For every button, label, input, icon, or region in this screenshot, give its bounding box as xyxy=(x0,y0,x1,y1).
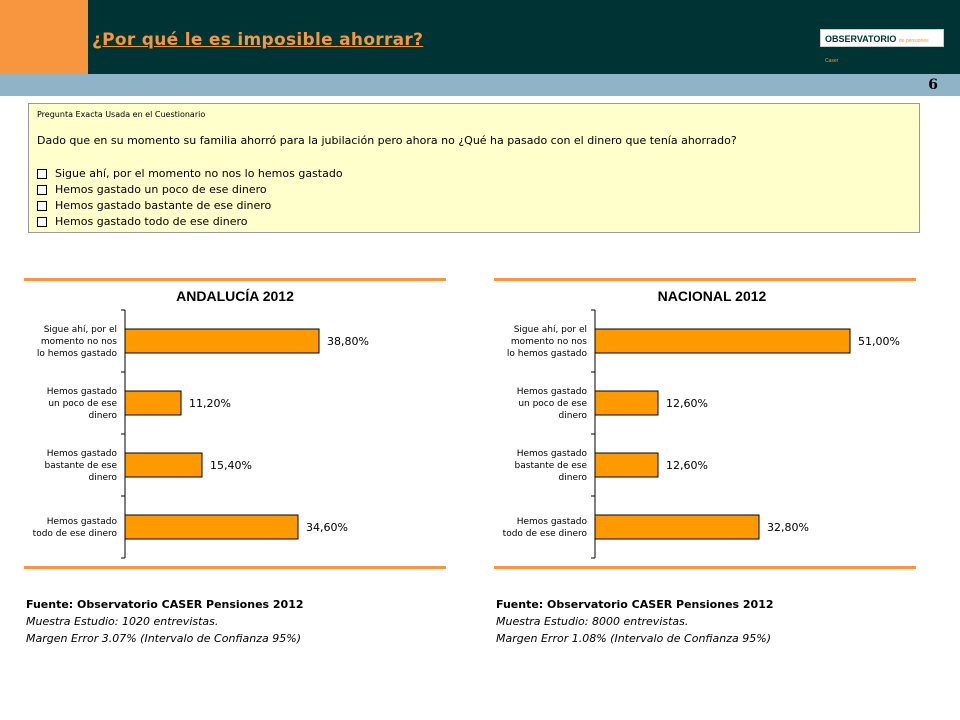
category-label: Hemos gastado xyxy=(47,449,118,459)
logo-subtext: de pensiones Caser xyxy=(825,38,929,64)
bar xyxy=(594,390,659,416)
bar xyxy=(594,328,851,354)
category-label: Hemos gastado xyxy=(47,517,118,527)
source-sample: Muestra Estudio: 1020 entrevistas. xyxy=(26,615,219,628)
caser-logo: OBSERVATORIO de pensiones Caser xyxy=(820,29,944,64)
source-title: Fuente: Observatorio CASER Pensiones 201… xyxy=(496,598,774,611)
bar xyxy=(124,452,203,478)
bar xyxy=(594,514,760,540)
checkbox-icon xyxy=(37,201,47,211)
source-margin: Margen Error 1.08% (Intervalo de Confian… xyxy=(496,632,771,645)
question-options: Sigue ahí, por el momento no nos lo hemo… xyxy=(37,166,343,230)
checkbox-icon xyxy=(37,217,47,227)
category-label: momento no nos xyxy=(511,337,587,347)
category-label: un poco de ese xyxy=(518,399,587,409)
chart-bottom-rule-left xyxy=(24,566,446,569)
bar xyxy=(124,390,182,416)
category-label: bastante de ese xyxy=(515,461,588,471)
page-number: 6 xyxy=(928,77,938,93)
chart-title-andalucia: ANDALUCÍA 2012 xyxy=(176,288,294,304)
checkbox-icon xyxy=(37,185,47,195)
header-band xyxy=(0,74,960,96)
category-label: bastante de ese xyxy=(45,461,118,471)
data-label: 34,60% xyxy=(306,521,348,534)
category-label: dinero xyxy=(559,473,588,483)
source-note-left: Fuente: Observatorio CASER Pensiones 201… xyxy=(26,596,304,647)
chart-andalucia: 38,80% Sigue ahí, por el momento no nos lo … xyxy=(33,309,369,559)
category-label: todo de ese dinero xyxy=(33,529,118,539)
chart-top-rule-right xyxy=(494,278,916,281)
bar xyxy=(124,328,320,354)
data-label: 32,80% xyxy=(767,521,809,534)
category-label: Hemos gastado xyxy=(517,517,588,527)
data-label: 12,60% xyxy=(666,397,708,410)
question-box: Pregunta Exacta Usada en el Cuestionario… xyxy=(28,103,920,233)
option-label: Hemos gastado un poco de ese dinero xyxy=(55,183,267,196)
data-label: 15,40% xyxy=(210,459,252,472)
category-label: Hemos gastado xyxy=(517,387,588,397)
question-option: Sigue ahí, por el momento no nos lo hemo… xyxy=(37,166,343,182)
category-label: lo hemos gastado xyxy=(37,349,118,359)
chart-title-nacional: NACIONAL 2012 xyxy=(657,288,767,304)
category-label: lo hemos gastado xyxy=(507,349,588,359)
category-label: dinero xyxy=(89,411,118,421)
data-label: 11,20% xyxy=(189,397,231,410)
category-label: dinero xyxy=(89,473,118,483)
question-option: Hemos gastado bastante de ese dinero xyxy=(37,198,343,214)
bar xyxy=(124,514,299,540)
source-title: Fuente: Observatorio CASER Pensiones 201… xyxy=(26,598,304,611)
question-option: Hemos gastado un poco de ese dinero xyxy=(37,182,343,198)
category-label: Hemos gastado xyxy=(517,449,588,459)
category-label: todo de ese dinero xyxy=(503,529,588,539)
checkbox-icon xyxy=(37,169,47,179)
header-bar xyxy=(88,0,960,74)
chart-bottom-rule-right xyxy=(494,566,916,569)
chart-nacional: 51,00% Sigue ahí, por el momento no nos lo … xyxy=(503,309,900,559)
data-label: 51,00% xyxy=(858,335,900,348)
category-label: Sigue ahí, por el xyxy=(44,325,117,335)
question-label: Pregunta Exacta Usada en el Cuestionario xyxy=(37,110,206,119)
option-label: Hemos gastado todo de ese dinero xyxy=(55,215,248,228)
source-sample: Muestra Estudio: 8000 entrevistas. xyxy=(496,615,689,628)
logo-text: OBSERVATORIO xyxy=(825,34,897,44)
option-label: Sigue ahí, por el momento no nos lo hemo… xyxy=(55,167,343,180)
source-margin: Margen Error 3.07% (Intervalo de Confian… xyxy=(26,632,301,645)
header-accent-block xyxy=(0,0,88,74)
category-label: momento no nos xyxy=(41,337,117,347)
category-label: Hemos gastado xyxy=(47,387,118,397)
category-label: Sigue ahí, por el xyxy=(514,325,587,335)
page-title: ¿Por qué le es imposible ahorrar? xyxy=(92,30,424,50)
option-label: Hemos gastado bastante de ese dinero xyxy=(55,199,272,212)
bar xyxy=(594,452,659,478)
question-text: Dado que en su momento su familia ahorró… xyxy=(37,134,737,147)
source-note-right: Fuente: Observatorio CASER Pensiones 201… xyxy=(496,596,774,647)
data-label: 12,60% xyxy=(666,459,708,472)
chart-top-rule-left xyxy=(24,278,446,281)
category-label: dinero xyxy=(559,411,588,421)
question-option: Hemos gastado todo de ese dinero xyxy=(37,214,343,230)
category-label: un poco de ese xyxy=(48,399,117,409)
data-label: 38,80% xyxy=(327,335,369,348)
